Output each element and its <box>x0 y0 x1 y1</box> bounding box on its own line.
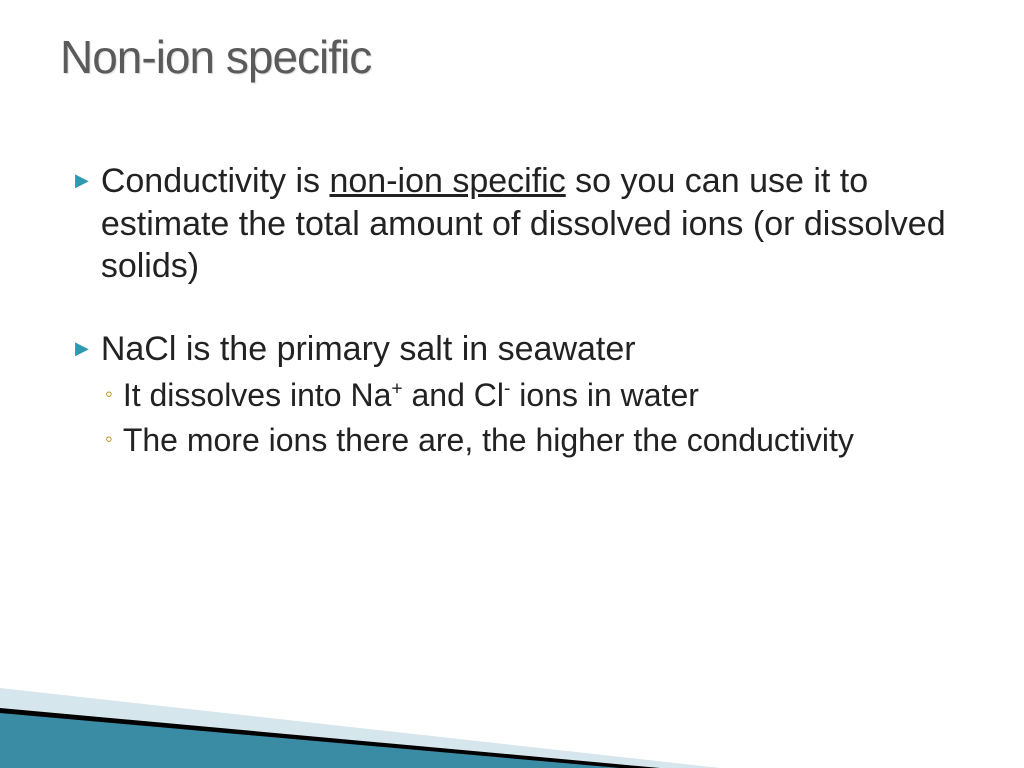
bullet-2-sub2: ◦ The more ions there are, the higher th… <box>105 420 955 460</box>
bullet-2-sub1: ◦ It dissolves into Na+ and Cl- ions in … <box>105 375 955 415</box>
slide-container: Non-ion specific ▶ Conductivity is non-i… <box>0 0 1024 768</box>
subbullet-circle-icon: ◦ <box>105 426 113 452</box>
bullet-1-pre: Conductivity is <box>101 162 330 200</box>
slide-title: Non-ion specific <box>60 30 371 84</box>
sub1-pre: It dissolves into Na <box>123 377 392 413</box>
bullet-1-text: Conductivity is non-ion specific so you … <box>101 160 955 288</box>
sub1-post: ions in water <box>510 377 699 413</box>
subbullet-circle-icon: ◦ <box>105 381 113 407</box>
bullet-2-text: NaCl is the primary salt in seawater <box>101 328 636 371</box>
bullet-2: ▶ NaCl is the primary salt in seawater <box>75 328 955 371</box>
corner-decoration <box>0 608 1024 768</box>
slide-content: ▶ Conductivity is non-ion specific so yo… <box>75 160 955 460</box>
bullet-arrow-icon: ▶ <box>75 338 89 359</box>
sub1-sup1: + <box>391 378 402 399</box>
sub1-mid: and Cl <box>403 377 504 413</box>
bullet-2-sub1-text: It dissolves into Na+ and Cl- ions in wa… <box>123 375 699 415</box>
bullet-arrow-icon: ▶ <box>75 170 89 191</box>
bullet-1-underline: non-ion specific <box>329 162 565 200</box>
bullet-2-sub2-text: The more ions there are, the higher the … <box>123 420 854 460</box>
bullet-1: ▶ Conductivity is non-ion specific so yo… <box>75 160 955 288</box>
